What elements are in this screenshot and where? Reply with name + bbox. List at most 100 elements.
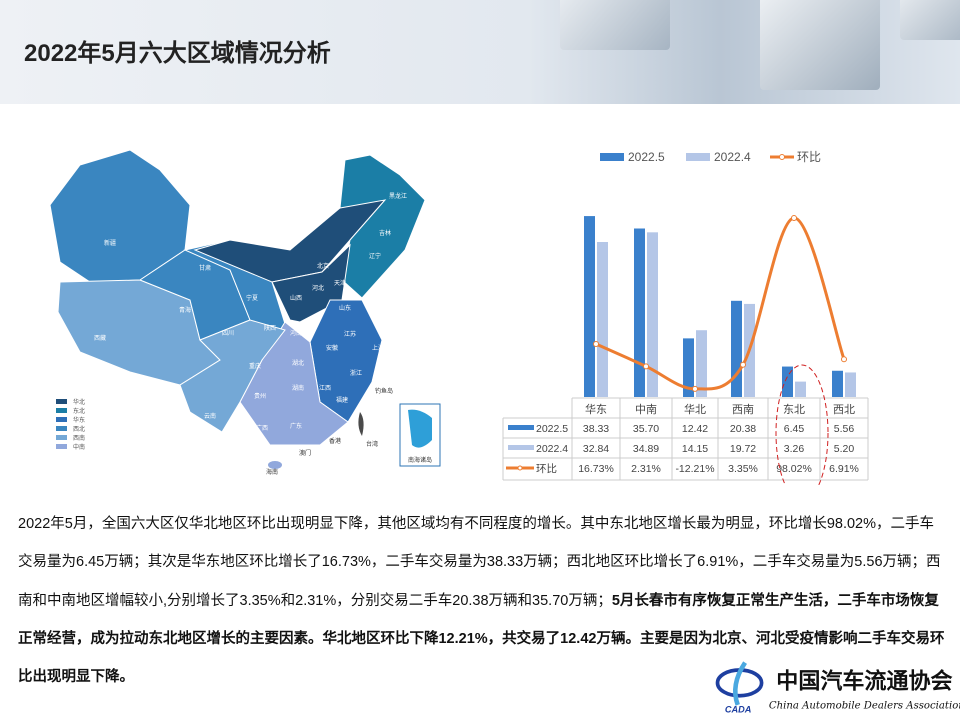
province-label: 湖南 (292, 384, 304, 392)
province-label: 陕西 (264, 324, 276, 332)
tick-label: 华东 (585, 402, 607, 416)
data-label: -12.21% (675, 463, 714, 475)
decorative-cube (560, 0, 670, 50)
province-label: 河南 (290, 329, 302, 337)
data-label: 6.45 (784, 423, 805, 435)
header-banner (0, 0, 960, 104)
page-title: 2022年5月六大区域情况分析 (24, 40, 331, 67)
data-label: 20.38 (730, 423, 756, 435)
legend-label: 2022.4 (714, 150, 751, 164)
row-label: 2022.5 (536, 423, 568, 435)
legend-swatch (56, 417, 67, 422)
line-point (791, 215, 797, 222)
line-point (643, 363, 649, 370)
line-point (740, 361, 746, 368)
map-legend-item: 华北 (56, 397, 85, 406)
south-sea-shape (408, 409, 432, 448)
province-label: 天津 (334, 280, 346, 287)
province-label: 吉林 (379, 229, 391, 237)
legend-swatch-2022-4 (686, 153, 710, 161)
line-point (593, 341, 599, 347)
legend-swatch-2022-5 (600, 153, 624, 161)
province-label: 内蒙古 (279, 239, 297, 247)
line-point (692, 385, 698, 392)
region-东北 (339, 154, 426, 299)
logo-en: China Automobile Dealers Association (769, 701, 960, 712)
province-label: 黑龙江 (389, 192, 407, 200)
tick-label: 东北 (783, 403, 805, 416)
region-bar-line-chart: 2022.5 2022.4 环比 华东 中南 华北 西南 东北 西北 2022.5 38.33 35… (502, 150, 869, 485)
province-label: 青海 (179, 306, 191, 314)
map-legend-item: 西北 (56, 424, 85, 433)
row-label: 环比 (536, 462, 557, 475)
row-swatch (508, 445, 534, 450)
tick-label: 华北 (684, 402, 706, 416)
map-legend-item: 华东 (56, 415, 85, 424)
province-label: 广东 (290, 422, 302, 430)
province-label: 西藏 (94, 334, 106, 342)
legend-label: 2022.5 (628, 150, 665, 164)
data-label: 5.20 (834, 443, 855, 455)
map-legend-item: 西南 (56, 433, 85, 442)
data-label: 34.89 (633, 443, 659, 455)
province-label: 上海 (372, 344, 384, 352)
decorative-cube (760, 0, 880, 90)
taiwan-shape (358, 412, 364, 436)
province-label: 山东 (339, 304, 351, 312)
bar-2022-5 (782, 366, 793, 397)
province-label: 北京 (317, 262, 329, 270)
tick-label: 中南 (635, 403, 657, 416)
row-marker (517, 465, 523, 471)
legend-swatch (56, 399, 67, 404)
map-legend-item: 中南 (56, 442, 85, 451)
data-label: 98.02% (776, 463, 812, 475)
province-label: 澳门 (299, 449, 311, 457)
line-point (841, 356, 847, 363)
data-label: 3.26 (784, 443, 805, 455)
bar-2022-5 (683, 338, 694, 397)
legend-swatch (56, 426, 67, 431)
province-label: 贵州 (254, 392, 266, 400)
map-legend: 华北 东北华东 西北 西南中南 (56, 397, 85, 451)
data-label: 2.31% (631, 463, 661, 475)
province-label: 香港 (329, 437, 341, 445)
data-label: 16.73% (578, 463, 614, 475)
province-label: 辽宁 (369, 252, 381, 260)
province-label: 南海诸岛 (408, 456, 432, 464)
decorative-cube (900, 0, 960, 40)
bar-2022-4 (845, 372, 856, 397)
bar-2022-5 (634, 228, 645, 397)
province-label: 山西 (290, 294, 302, 302)
province-label: 浙江 (350, 369, 362, 377)
legend-swatch (56, 444, 67, 449)
data-label: 19.72 (730, 443, 756, 455)
province-label: 江苏 (344, 330, 356, 338)
province-label: 新疆 (104, 239, 116, 247)
bar-2022-5 (731, 300, 742, 397)
legend-marker (779, 154, 785, 160)
bar-2022-5 (832, 370, 843, 397)
chart-legend: 2022.5 2022.4 环比 (600, 150, 821, 164)
logo-abbr: CADA (725, 704, 752, 714)
province-label: 四川 (222, 330, 234, 337)
data-label: 3.35% (728, 463, 758, 475)
hainan-shape (268, 461, 282, 469)
highlight-ellipse (775, 364, 829, 485)
data-label: 32.84 (583, 443, 609, 455)
row-label: 2022.4 (536, 443, 568, 455)
legend-label: 中南 (73, 445, 86, 451)
data-label: 38.33 (583, 423, 609, 435)
province-label: 海南 (266, 468, 278, 476)
tick-label: 西北 (833, 403, 855, 416)
province-label: 广西 (256, 424, 268, 432)
province-label: 云南 (204, 412, 216, 420)
legend-label: 华东 (73, 418, 86, 424)
province-label: 钓鱼岛 (375, 387, 393, 395)
cada-logo: CADA 中国汽车流通协会 China Automobile Dealers A… (715, 661, 960, 714)
province-label: 甘肃 (199, 264, 211, 272)
map-legend-item: 东北 (56, 406, 85, 415)
legend-swatch (56, 408, 67, 413)
province-label: 河北 (312, 284, 324, 292)
bar-2022-4 (597, 241, 608, 397)
